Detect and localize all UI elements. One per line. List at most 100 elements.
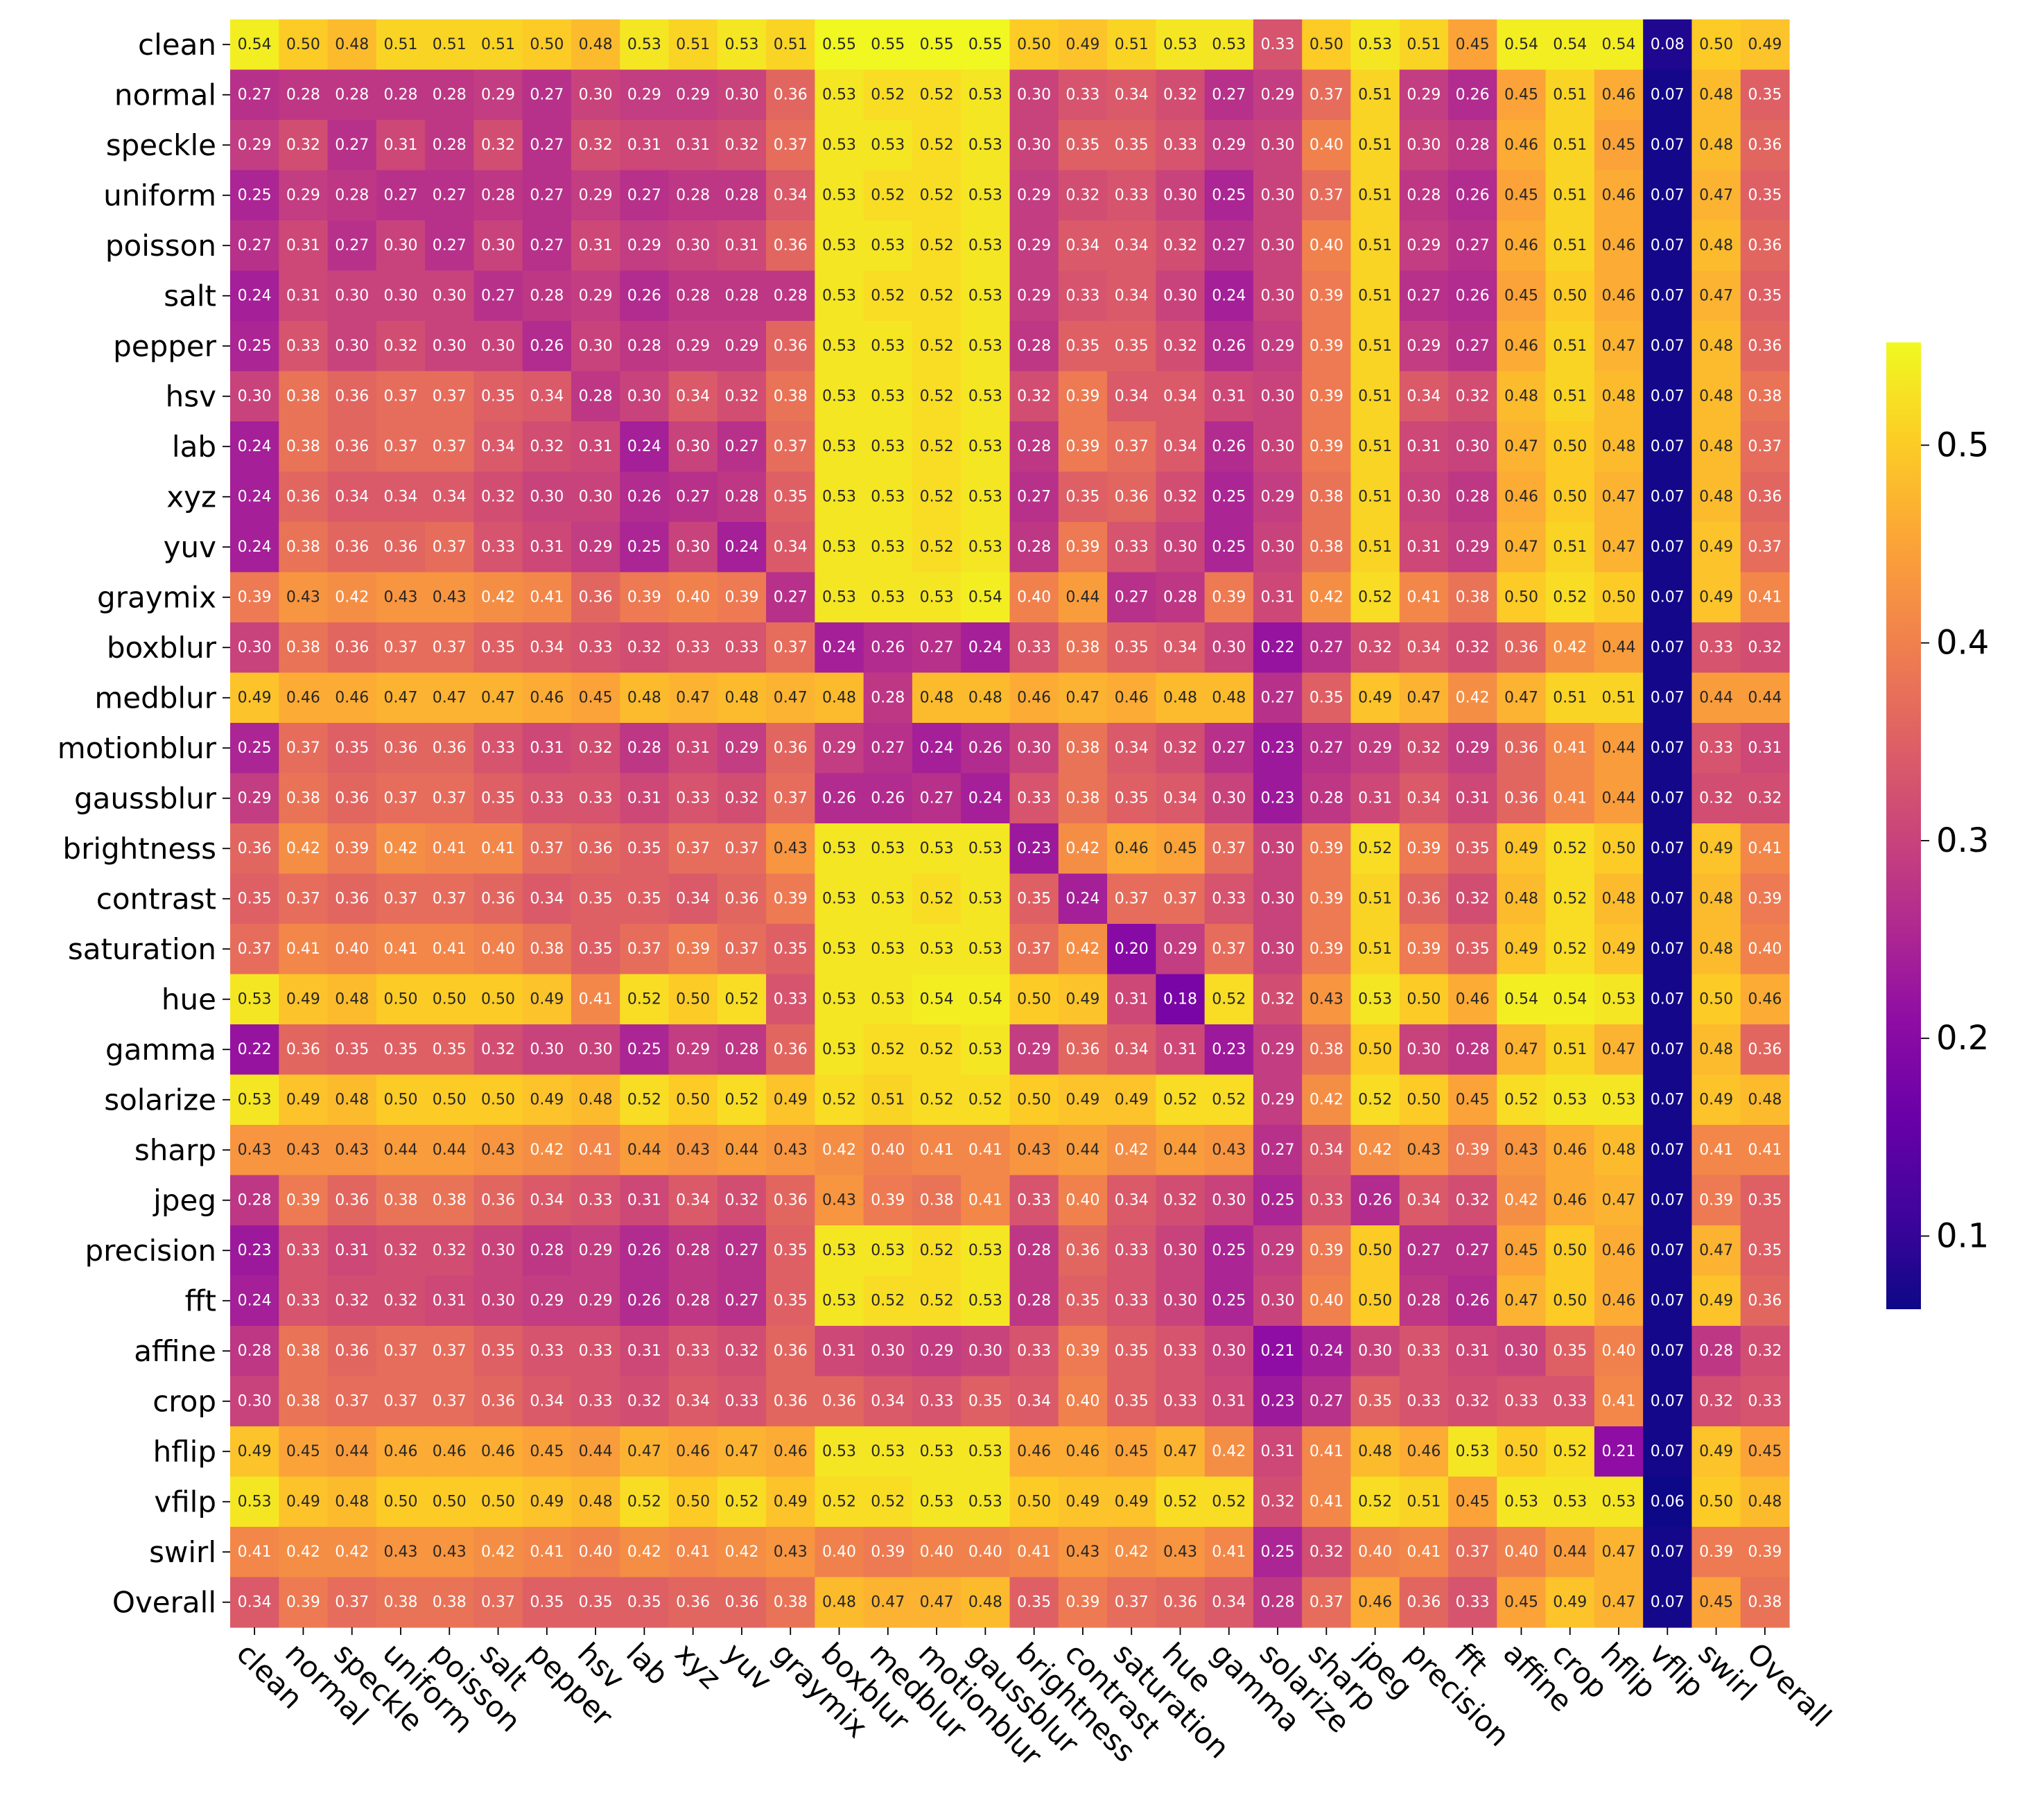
cell-value-label: 0.49 bbox=[1358, 689, 1392, 706]
cell-value-label: 0.33 bbox=[1115, 1242, 1149, 1259]
cell-value-label: 0.52 bbox=[1358, 588, 1392, 606]
cell-value-label: 0.35 bbox=[1748, 287, 1782, 304]
heatmap-cell bbox=[1253, 622, 1303, 674]
cell-value-label: 0.34 bbox=[1212, 1593, 1246, 1611]
cell-value-label: 0.45 bbox=[1748, 1443, 1782, 1460]
cell-value-label: 0.24 bbox=[968, 789, 1002, 807]
heatmap-cell bbox=[1545, 522, 1595, 573]
heatmap-cell bbox=[1009, 120, 1059, 171]
cell-value-label: 0.53 bbox=[822, 488, 856, 505]
cell-value-label: 0.39 bbox=[1699, 1191, 1733, 1209]
cell-value-label: 0.29 bbox=[724, 338, 758, 355]
cell-value-label: 0.25 bbox=[627, 1041, 661, 1058]
cell-value-label: 0.49 bbox=[774, 1493, 808, 1510]
cell-value-label: 0.31 bbox=[530, 740, 564, 757]
cell-value-label: 0.50 bbox=[1017, 1091, 1051, 1108]
cell-value-label: 0.36 bbox=[774, 1342, 808, 1360]
heatmap-cell bbox=[766, 170, 815, 221]
cell-value-label: 0.29 bbox=[1017, 186, 1051, 204]
cell-value-label: 0.36 bbox=[481, 890, 515, 907]
cell-value-label: 0.36 bbox=[724, 890, 758, 907]
cell-value-label: 0.36 bbox=[335, 539, 369, 556]
heatmap-cell bbox=[1302, 522, 1352, 573]
y-tick-label: xyz bbox=[166, 480, 216, 514]
cell-value-label: 0.39 bbox=[1456, 1141, 1490, 1159]
cell-value-label: 0.47 bbox=[676, 689, 710, 706]
y-tick-label: gamma bbox=[105, 1033, 216, 1067]
cell-value-label: 0.29 bbox=[1261, 1242, 1295, 1259]
heatmap-cell bbox=[1691, 622, 1741, 674]
cell-value-label: 0.54 bbox=[968, 990, 1002, 1008]
heatmap-cell bbox=[668, 120, 718, 171]
cell-value-label: 0.07 bbox=[1651, 840, 1685, 857]
cell-value-label: 0.38 bbox=[1065, 639, 1099, 656]
heatmap-cell bbox=[1058, 572, 1108, 623]
cell-value-label: 0.41 bbox=[1553, 789, 1587, 807]
cell-value-label: 0.52 bbox=[920, 287, 954, 304]
cell-value-label: 0.07 bbox=[1651, 940, 1685, 958]
cell-value-label: 0.39 bbox=[1065, 539, 1099, 556]
heatmap-cell bbox=[766, 270, 815, 322]
cell-value-label: 0.29 bbox=[676, 1041, 710, 1058]
cell-value-label: 0.47 bbox=[1163, 1443, 1197, 1460]
heatmap-cell bbox=[1448, 371, 1497, 422]
heatmap-cell bbox=[1691, 572, 1741, 623]
cell-value-label: 0.39 bbox=[1699, 1543, 1733, 1561]
cell-value-label: 0.47 bbox=[1065, 689, 1099, 706]
cell-value-label: 0.51 bbox=[1553, 237, 1587, 254]
cell-value-label: 0.47 bbox=[1602, 1191, 1636, 1209]
cell-value-label: 0.30 bbox=[1261, 186, 1295, 204]
cell-value-label: 0.33 bbox=[1115, 539, 1149, 556]
cell-value-label: 0.40 bbox=[579, 1543, 613, 1561]
cell-value-label: 0.28 bbox=[1163, 588, 1197, 606]
cell-value-label: 0.33 bbox=[920, 1392, 954, 1410]
cell-value-label: 0.32 bbox=[1261, 990, 1295, 1008]
cell-value-label: 0.24 bbox=[968, 639, 1002, 656]
cell-value-label: 0.53 bbox=[822, 438, 856, 455]
cell-value-label: 0.45 bbox=[1504, 86, 1538, 103]
heatmap-cell bbox=[668, 622, 718, 674]
cell-value-label: 0.34 bbox=[1115, 1041, 1149, 1058]
cell-value-label: 0.29 bbox=[822, 740, 856, 757]
cell-value-label: 0.53 bbox=[1504, 1493, 1538, 1510]
x-axis-tick-labels: cleannormalspeckleuniformpoissonsaltpepp… bbox=[230, 1627, 1838, 1773]
cell-value-label: 0.27 bbox=[530, 137, 564, 154]
cell-value-label: 0.53 bbox=[871, 539, 905, 556]
cell-value-label: 0.33 bbox=[1553, 1392, 1587, 1410]
cell-value-label: 0.52 bbox=[920, 387, 954, 405]
cell-value-label: 0.27 bbox=[1212, 237, 1246, 254]
heatmap-cell bbox=[1740, 69, 1790, 121]
cell-value-label: 0.52 bbox=[1358, 840, 1392, 857]
heatmap-cell bbox=[961, 170, 1011, 221]
cell-value-label: 0.35 bbox=[1748, 186, 1782, 204]
heatmap-cell bbox=[1545, 170, 1595, 221]
cell-value-label: 0.55 bbox=[822, 36, 856, 53]
cell-value-label: 0.50 bbox=[1553, 488, 1587, 505]
cell-value-label: 0.54 bbox=[1602, 36, 1636, 53]
heatmap-cell bbox=[1107, 270, 1156, 322]
cell-value-label: 0.33 bbox=[530, 789, 564, 807]
cell-value-label: 0.43 bbox=[1163, 1543, 1197, 1561]
cell-value-label: 0.37 bbox=[1456, 1543, 1490, 1561]
heatmap-cell bbox=[1399, 270, 1449, 322]
cell-value-label: 0.06 bbox=[1651, 1493, 1685, 1510]
heatmap-cell bbox=[717, 170, 767, 221]
cell-value-label: 0.32 bbox=[1456, 387, 1490, 405]
cell-value-label: 0.28 bbox=[724, 488, 758, 505]
cell-value-label: 0.48 bbox=[335, 1493, 369, 1510]
heatmap-cell bbox=[327, 270, 377, 322]
cell-value-label: 0.32 bbox=[1699, 789, 1733, 807]
heatmap-cell bbox=[1253, 170, 1303, 221]
cell-value-label: 0.53 bbox=[968, 237, 1002, 254]
cell-value-label: 0.41 bbox=[920, 1141, 954, 1159]
cell-value-label: 0.44 bbox=[335, 1443, 369, 1460]
cell-value-label: 0.41 bbox=[433, 840, 467, 857]
cell-value-label: 0.39 bbox=[1212, 588, 1246, 606]
heatmap-cell bbox=[473, 220, 523, 272]
cell-value-label: 0.27 bbox=[433, 186, 467, 204]
cell-value-label: 0.51 bbox=[1553, 86, 1587, 103]
cell-value-label: 0.29 bbox=[579, 1242, 613, 1259]
cell-value-label: 0.46 bbox=[774, 1443, 808, 1460]
cell-value-label: 0.43 bbox=[286, 1141, 320, 1159]
cell-value-label: 0.46 bbox=[433, 1443, 467, 1460]
